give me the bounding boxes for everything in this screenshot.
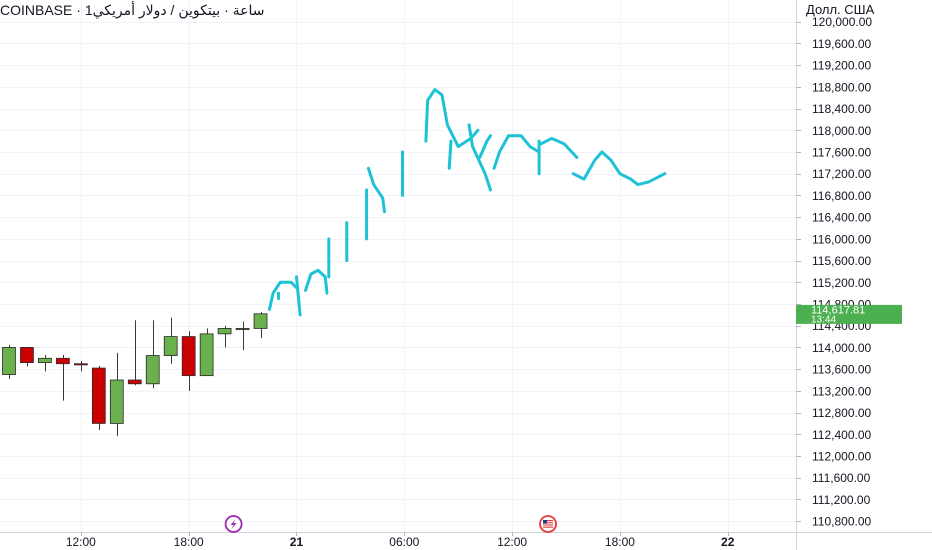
- price-axis-label: 120,000.00: [812, 15, 872, 29]
- price-axis-label: 112,800.00: [812, 406, 871, 420]
- candle: [56, 355, 70, 401]
- drawing-stroke: [268, 280, 298, 311]
- price-tag-countdown: 13:44: [811, 314, 836, 325]
- time-axis-label: 18:00: [605, 535, 635, 549]
- time-axis-label: 12:00: [497, 535, 527, 549]
- price-axis-label: 118,800.00: [812, 80, 871, 94]
- candle-body: [109, 379, 124, 424]
- price-axis-label: 112,400.00: [812, 428, 871, 442]
- candle-body: [217, 328, 232, 335]
- candle: [181, 331, 196, 391]
- drawing-stroke: [424, 88, 480, 149]
- candle: [217, 325, 232, 348]
- price-axis-label: 117,200.00: [812, 167, 871, 181]
- price-axis-label: 115,200.00: [812, 276, 871, 290]
- us-flag-icon-stripe: [543, 520, 554, 522]
- event-icons: [224, 515, 557, 533]
- candle: [2, 344, 16, 379]
- us-flag-icon-canton: [543, 520, 548, 524]
- time-axis-label: 06:00: [389, 535, 419, 549]
- drawing-stroke: [295, 275, 302, 317]
- candle: [199, 328, 214, 377]
- candle: [127, 320, 142, 386]
- price-axis-label: 111,600.00: [812, 471, 871, 485]
- grid: [0, 0, 796, 532]
- candle: [235, 321, 250, 351]
- candle-body: [163, 336, 178, 356]
- price-axis-label: 117,600.00: [812, 146, 871, 160]
- candle: [163, 317, 178, 364]
- price-axis-label: 112,000.00: [812, 450, 871, 464]
- candle: [91, 365, 106, 430]
- us-flag-icon-ring: [539, 515, 557, 533]
- price-axis-label: 113,600.00: [812, 363, 871, 377]
- drawing-stroke: [447, 139, 453, 170]
- lightning-icon-bolt: [230, 519, 237, 529]
- price-axis-label: 111,200.00: [812, 493, 871, 507]
- freehand-drawing[interactable]: [268, 88, 667, 317]
- candle-body: [20, 347, 34, 364]
- time-axis-label: 21: [290, 535, 304, 549]
- symbol-title[interactable]: COINBASE · 1ساعة · بيتكوين / دولار أمريك…: [0, 2, 265, 19]
- price-axis-label: 116,800.00: [812, 189, 871, 203]
- candle-body: [235, 328, 250, 331]
- candle-body: [253, 313, 268, 329]
- drawing-stroke: [366, 166, 386, 214]
- candle: [38, 355, 52, 372]
- time-axis-label: 12:00: [66, 535, 96, 549]
- price-tag-background: [796, 304, 902, 324]
- candles: [2, 312, 268, 436]
- candle-body: [73, 363, 88, 366]
- candle-body: [199, 333, 214, 377]
- drawing-stroke: [478, 134, 492, 159]
- drawing-stroke: [304, 268, 329, 295]
- price-tag-value: 114,617.81: [811, 304, 865, 316]
- candle: [145, 320, 160, 389]
- price-axis-label: 118,000.00: [812, 124, 871, 138]
- candle: [20, 347, 34, 367]
- drawing-stroke: [539, 136, 579, 159]
- candle-body: [2, 347, 16, 375]
- candle: [253, 312, 268, 339]
- candle: [109, 352, 124, 436]
- price-axis-label: 113,200.00: [812, 384, 871, 398]
- price-axis-label: 119,200.00: [812, 59, 871, 73]
- exchange-name: COINBASE: [0, 2, 73, 18]
- price-axis-label: 115,600.00: [812, 254, 871, 268]
- candle-body: [181, 336, 196, 377]
- drawing-stroke: [467, 123, 492, 192]
- price-axis-label: 119,600.00: [812, 37, 871, 51]
- currency-label[interactable]: Долл. США: [806, 2, 875, 17]
- title-separator: ·: [76, 2, 81, 18]
- candle-body: [38, 357, 52, 364]
- us-flag-icon: [539, 515, 557, 533]
- price-axis-label: 116,400.00: [812, 211, 871, 225]
- price-axis-label: 110,800.00: [812, 515, 871, 529]
- instrument-name: بيتكوين / دولار أمريكي: [92, 2, 221, 18]
- candle: [73, 361, 88, 372]
- lightning-icon: [224, 515, 243, 533]
- price-axis-label: 114,000.00: [812, 341, 871, 355]
- candle-body: [56, 357, 70, 365]
- us-flag-icon-stripe: [543, 526, 554, 528]
- price-axis-label: 118,400.00: [812, 102, 871, 116]
- drawing-stroke: [492, 134, 541, 170]
- us-flag-icon-stripe: [543, 522, 554, 524]
- candle-body: [127, 379, 142, 385]
- interval-label: 1ساعة: [84, 2, 265, 18]
- candle-body: [145, 355, 160, 385]
- time-axis-label: 18:00: [174, 535, 204, 549]
- title-separator: ·: [224, 2, 229, 18]
- time-axis-label: 22: [721, 535, 735, 549]
- price-axis-label: 116,000.00: [812, 232, 871, 246]
- drawing-stroke: [571, 150, 667, 187]
- us-flag-icon-stripe: [543, 524, 554, 526]
- candle-body: [91, 367, 106, 424]
